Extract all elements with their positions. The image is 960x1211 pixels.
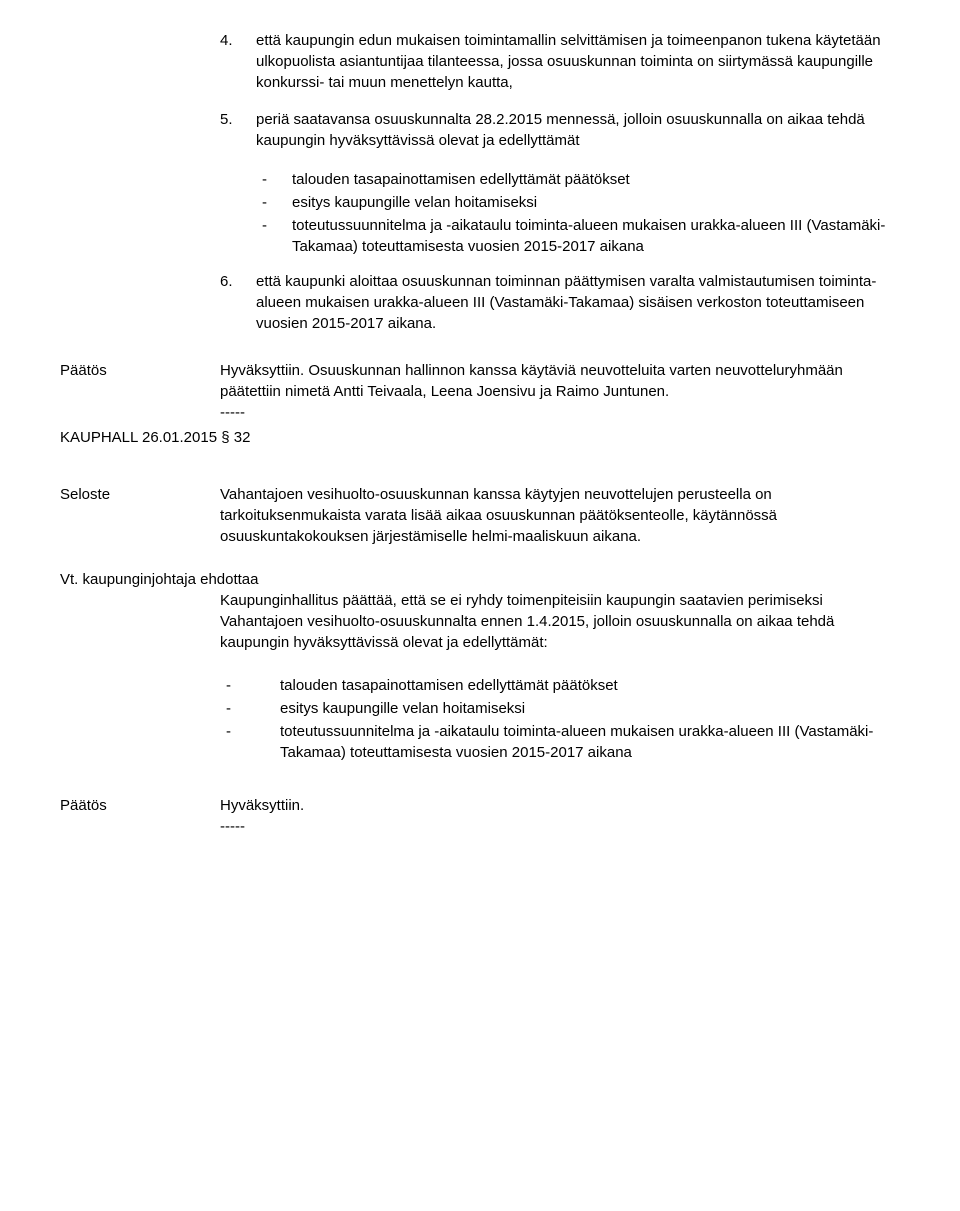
- seloste-label: Seloste: [60, 484, 220, 547]
- paatos-label: Päätös: [60, 360, 220, 423]
- bullet-dash: -: [220, 675, 280, 696]
- list-text-4: että kaupungin edun mukaisen toimintamal…: [256, 30, 900, 93]
- kauphall-line: KAUPHALL 26.01.2015 § 32: [60, 427, 900, 448]
- bullet-text: esitys kaupungille velan hoitamiseksi: [292, 192, 900, 213]
- bullet-text: toteutussuunnitelma ja -aikataulu toimin…: [280, 721, 900, 763]
- bullet-dash: -: [220, 698, 280, 719]
- bullet-dash: -: [256, 215, 292, 257]
- list-num-5: 5.: [220, 109, 256, 151]
- ehdottaa-label: Vt. kaupunginjohtaja ehdottaa: [60, 569, 900, 590]
- bullet-text: talouden tasapainottamisen edellyttämät …: [280, 675, 900, 696]
- list-num-4: 4.: [220, 30, 256, 93]
- list-text-5: periä saatavansa osuuskunnalta 28.2.2015…: [256, 109, 900, 151]
- paatos-text: Hyväksyttiin. Osuuskunnan hallinnon kans…: [220, 360, 900, 402]
- ehdottaa-row: Kaupunginhallitus päättää, että se ei ry…: [60, 590, 900, 653]
- paatos-label: Päätös: [60, 795, 220, 837]
- document-page: 4. että kaupungin edun mukaisen toiminta…: [0, 0, 960, 881]
- bullet-text: esitys kaupungille velan hoitamiseksi: [280, 698, 900, 719]
- bullet-dash: -: [256, 169, 292, 190]
- paatos-dashes: -----: [220, 402, 900, 423]
- paatos-2-row: Päätös Hyväksyttiin. -----: [60, 795, 900, 837]
- bullets-2: - talouden tasapainottamisen edellyttämä…: [60, 665, 900, 773]
- seloste-row: Seloste Vahantajoen vesihuolto-osuuskunn…: [60, 484, 900, 547]
- bullet-text: toteutussuunnitelma ja -aikataulu toimin…: [292, 215, 900, 257]
- bullet-dash: -: [256, 192, 292, 213]
- bullet-text: talouden tasapainottamisen edellyttämät …: [292, 169, 900, 190]
- paatos-dashes: -----: [220, 816, 900, 837]
- list-item-5-row: 5. periä saatavansa osuuskunnalta 28.2.2…: [60, 109, 900, 155]
- list-num-6: 6.: [220, 271, 256, 334]
- paatos-1-row: Päätös Hyväksyttiin. Osuuskunnan hallinn…: [60, 360, 900, 423]
- ehdottaa-text: Kaupunginhallitus päättää, että se ei ry…: [220, 590, 900, 653]
- bullets-1: - talouden tasapainottamisen edellyttämä…: [60, 159, 900, 267]
- list-text-6: että kaupunki aloittaa osuuskunnan toimi…: [256, 271, 900, 334]
- bullet-dash: -: [220, 721, 280, 763]
- list-item-4-row: 4. että kaupungin edun mukaisen toiminta…: [60, 30, 900, 97]
- list-item-6-row: 6. että kaupunki aloittaa osuuskunnan to…: [60, 271, 900, 338]
- seloste-text: Vahantajoen vesihuolto-osuuskunnan kanss…: [220, 484, 900, 547]
- paatos-text: Hyväksyttiin.: [220, 795, 900, 816]
